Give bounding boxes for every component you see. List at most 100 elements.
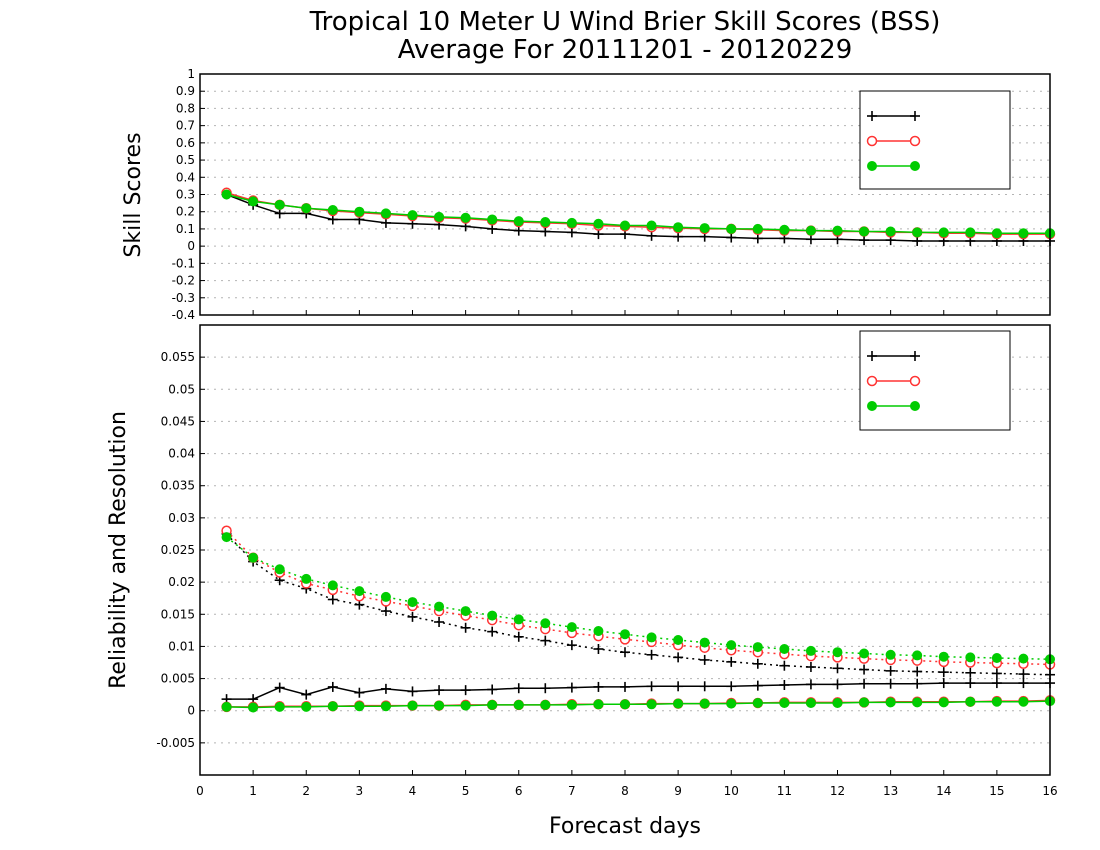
skill-series-0-point bbox=[487, 223, 498, 234]
relres-y-tick-label: 0.01 bbox=[168, 639, 195, 653]
relres-series-0-point bbox=[912, 666, 923, 677]
skill-score-series bbox=[221, 187, 1056, 246]
relres-series-5-point bbox=[938, 697, 949, 708]
x-tick-label: 10 bbox=[724, 784, 739, 798]
skill-y-tick-label: 0.5 bbox=[176, 153, 195, 167]
relres-series-0-point bbox=[327, 594, 338, 605]
relres-y-tick-label: 0.045 bbox=[161, 414, 195, 428]
x-axis-label: Forecast days bbox=[549, 814, 701, 839]
relres-series-5-point bbox=[805, 698, 816, 708]
skill-series-2-point bbox=[221, 189, 232, 200]
x-tick-label: 3 bbox=[356, 784, 364, 798]
reliability-resolution-y-ticks: -0.005 0 0.005 0.01 0.015 0.02 0.025 0.03 0.035 0… bbox=[156, 350, 205, 750]
skill-series-2-point bbox=[779, 224, 790, 235]
skill-series-2-point bbox=[248, 196, 259, 207]
skill-legend-box bbox=[859, 90, 1011, 190]
skill-series-2-point bbox=[726, 223, 737, 234]
relres-series-3-point bbox=[301, 689, 312, 700]
relres-series-5-point bbox=[646, 699, 657, 710]
relres-series-2-point bbox=[832, 647, 843, 658]
relres-series-3-point bbox=[859, 678, 870, 689]
relres-legend-entry-2 bbox=[867, 401, 920, 411]
relres-series-3-point bbox=[327, 681, 338, 692]
relres-series-5-point bbox=[487, 699, 498, 710]
skill-series-0-point bbox=[593, 229, 604, 240]
skill-series-2-point bbox=[274, 199, 285, 210]
relres-series-2-point bbox=[301, 573, 312, 584]
relres-y-tick-label: 0.02 bbox=[168, 575, 195, 589]
relres-series-3-point bbox=[832, 679, 843, 690]
relres-series-2-point bbox=[513, 614, 524, 625]
reliability-resolution-plot-frame bbox=[199, 324, 1051, 776]
relres-series-3-point bbox=[912, 678, 923, 689]
skill-series-2-point bbox=[965, 227, 976, 238]
relres-series-5-point bbox=[699, 698, 710, 709]
relres-series-3-point bbox=[991, 678, 1002, 689]
x-tick-label: 13 bbox=[883, 784, 898, 798]
relres-series-3-point bbox=[752, 680, 763, 691]
relres-series-5-point bbox=[726, 698, 737, 709]
relres-series-2-point bbox=[859, 648, 870, 659]
relres-y-tick-label: 0.015 bbox=[161, 607, 195, 621]
relres-series-2-point bbox=[699, 637, 710, 648]
relres-series-5-point bbox=[221, 701, 232, 712]
relres-series-2-point bbox=[991, 653, 1002, 663]
relres-legend-swatch-marker bbox=[867, 401, 877, 411]
skill-series-2-point bbox=[407, 210, 418, 221]
relres-y-tick-label: 0.025 bbox=[161, 543, 195, 557]
relres-series-0-point bbox=[752, 658, 763, 669]
skill-series-0-point bbox=[859, 235, 870, 246]
skill-series-2-point bbox=[646, 220, 657, 231]
skill-series-2-point bbox=[752, 223, 763, 234]
skill-y-tick-label: 0.3 bbox=[176, 188, 195, 202]
relres-series-3-point bbox=[965, 678, 976, 689]
relres-legend-swatch-marker bbox=[867, 351, 877, 361]
relres-series-3-point bbox=[779, 680, 790, 690]
relres-series-3-point bbox=[673, 681, 684, 692]
relres-series-5-point bbox=[354, 701, 365, 712]
skill-series-2-point bbox=[487, 214, 498, 225]
x-tick-label: 16 bbox=[1042, 784, 1057, 798]
relres-series-0-point bbox=[646, 649, 657, 660]
relres-series-3-point bbox=[274, 682, 285, 693]
skill-series-0-point bbox=[752, 233, 763, 244]
relres-series-0-point bbox=[779, 660, 790, 671]
skill-score-y-axis-label: Skill Scores bbox=[121, 132, 146, 257]
relres-series-3-point bbox=[513, 683, 524, 694]
skill-legend-entry-2 bbox=[867, 161, 920, 171]
relres-series-2-point bbox=[221, 532, 232, 543]
reliability-resolution-y-axis-label: Reliability and Resolution bbox=[106, 411, 131, 689]
skill-series-2 bbox=[221, 189, 1055, 239]
relres-series-2-point bbox=[566, 622, 577, 633]
x-tick-label: 4 bbox=[409, 784, 417, 798]
skill-y-tick-label: 1 bbox=[187, 67, 195, 81]
relres-series-2-point bbox=[487, 610, 498, 621]
reliability-resolution-panel: -0.005 0 0.005 0.01 0.015 0.02 0.025 0.03 0.035 0… bbox=[106, 324, 1058, 798]
relres-legend-box bbox=[859, 330, 1011, 431]
skill-score-plot-frame bbox=[199, 73, 1051, 316]
x-tick-label: 11 bbox=[777, 784, 792, 798]
skill-y-tick-label: -0.4 bbox=[172, 308, 195, 322]
relres-series-5-point bbox=[912, 697, 923, 708]
relres-series-3-point bbox=[805, 679, 816, 690]
skill-series-2-point bbox=[354, 206, 365, 217]
skill-legend-swatch-marker bbox=[910, 111, 920, 121]
relres-legend-swatch-marker bbox=[909, 375, 921, 387]
relres-series-5 bbox=[221, 696, 1055, 713]
relres-series-5-point bbox=[859, 697, 870, 708]
skill-series-2-point bbox=[673, 222, 684, 233]
relres-series-2-point bbox=[354, 586, 365, 597]
skill-legend-swatch-marker bbox=[867, 161, 877, 171]
relres-series-2-point bbox=[752, 642, 763, 653]
skill-series-2-point bbox=[991, 228, 1002, 239]
skill-series-0-point bbox=[540, 226, 551, 237]
relres-series-5-point bbox=[274, 701, 285, 712]
skill-y-tick-label: 0 bbox=[187, 239, 195, 253]
relres-series-5-point bbox=[327, 701, 338, 712]
skill-series-0-point bbox=[274, 208, 285, 219]
relres-series-2-point bbox=[779, 644, 790, 654]
skill-series-2-point bbox=[513, 216, 524, 227]
relres-series-0-point bbox=[460, 622, 471, 633]
relres-series-3-point bbox=[434, 685, 445, 696]
skill-legend-swatch-marker bbox=[866, 135, 878, 147]
